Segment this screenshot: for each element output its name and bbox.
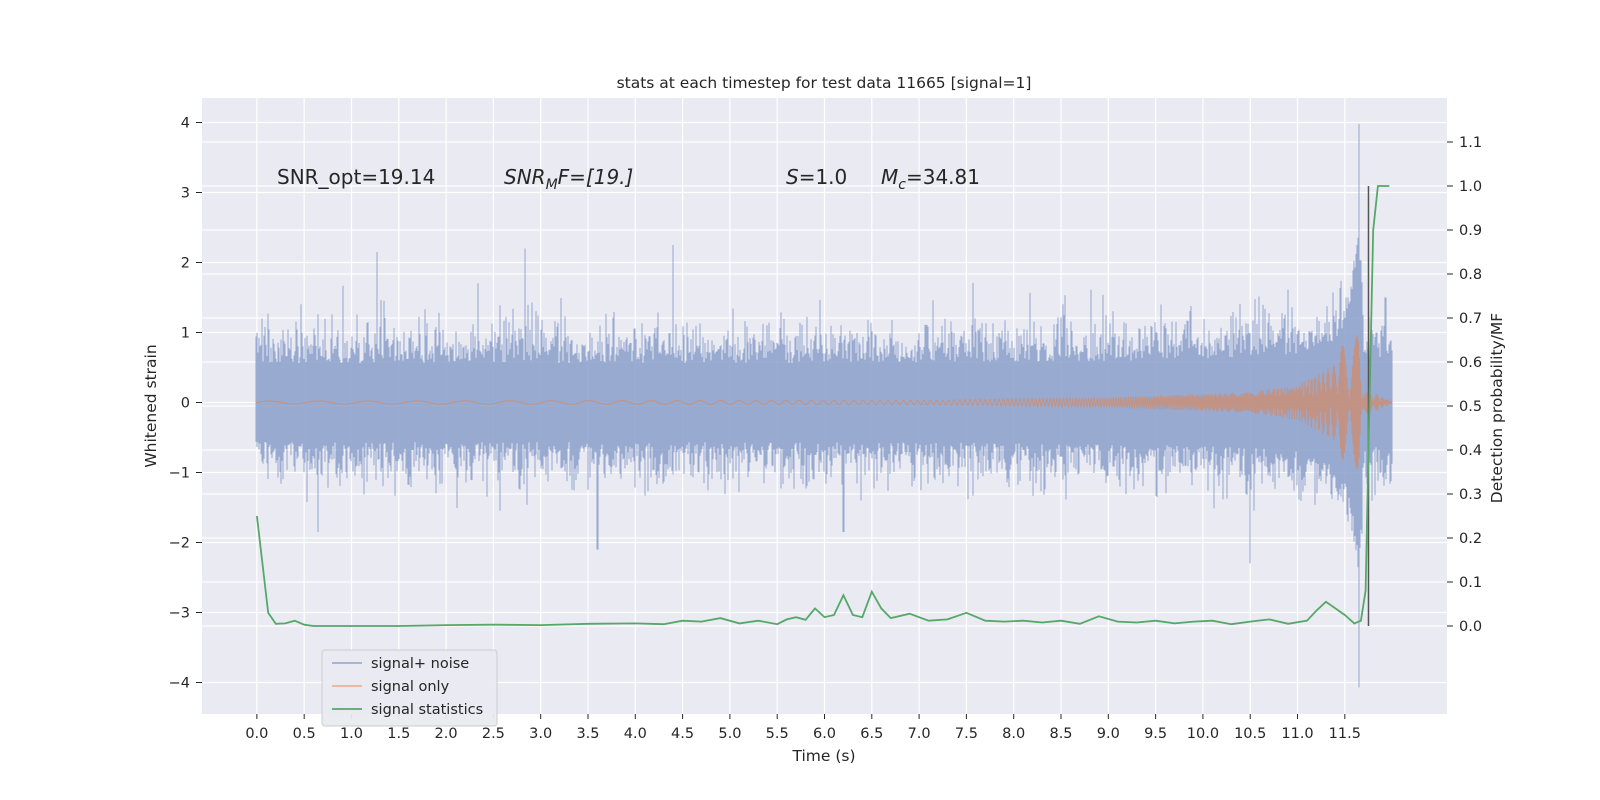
y-right-tick-label: 0.7	[1459, 311, 1482, 327]
y-right-tick-label: 0.4	[1459, 443, 1482, 459]
x-tick-label: 11.0	[1281, 726, 1313, 742]
x-tick-label: 3.5	[576, 726, 599, 742]
y-tick-label: −2	[169, 536, 190, 552]
x-tick-label: 6.0	[813, 726, 836, 742]
mc-rest: =34.81	[906, 165, 980, 189]
x-tick-label: 11.5	[1329, 726, 1361, 742]
s-var: S	[786, 165, 799, 189]
y-right-tick-label: 1.0	[1459, 179, 1482, 195]
y-axis-ticks: 4 3 2 1 0 −1 −2 −3 −4	[169, 116, 202, 692]
series-signal-statistics	[256, 185, 1390, 627]
x-tick-label: 0.5	[293, 726, 316, 742]
annotation-snr-mf: SNRMF=[19.]	[504, 165, 633, 193]
y-tick-label: 1	[181, 326, 190, 342]
y-right-tick-label: 0.6	[1459, 355, 1482, 371]
y-right-tick-label: 1.1	[1459, 135, 1482, 151]
y-right-tick-label: 0.3	[1459, 487, 1482, 503]
statistics-trace	[256, 185, 1390, 627]
x-tick-label: 9.5	[1144, 726, 1167, 742]
y-right-tick-label: 0.1	[1459, 575, 1482, 591]
x-tick-label: 3.0	[529, 726, 552, 742]
x-tick-label: 5.0	[718, 726, 741, 742]
x-axis-ticks: 0.0 0.5 1.0 1.5 2.0 2.5 3.0 3.5 4.0 4.5 5.0 5.5 6.0 6…	[245, 714, 1361, 742]
y-tick-label: 4	[181, 116, 190, 132]
x-tick-label: 4.5	[671, 726, 694, 742]
x-tick-label: 10.0	[1187, 726, 1219, 742]
chart-title: stats at each timestep for test data 116…	[617, 74, 1032, 92]
annotation-snr-opt: SNR_opt=19.14	[277, 165, 435, 189]
x-tick-label: 1.5	[387, 726, 410, 742]
y-axis-label: Whitened strain	[142, 344, 160, 467]
y-tick-label: −1	[169, 466, 190, 482]
snr-mf-base: SNR	[504, 165, 546, 189]
annotations: SNR_opt=19.14 SNRMF=[19.] S=1.0 Mc=34.81	[277, 165, 980, 193]
x-tick-label: 4.0	[624, 726, 647, 742]
legend-label-statistics: signal statistics	[371, 702, 483, 718]
y-right-tick-label: 0.5	[1459, 399, 1482, 415]
y-tick-label: 3	[181, 186, 190, 202]
x-tick-label: 10.5	[1234, 726, 1266, 742]
s-rest: =1.0	[799, 165, 848, 189]
legend: signal+ noise signal only signal statist…	[321, 649, 498, 727]
x-tick-label: 9.0	[1097, 726, 1120, 742]
mc-var: M	[881, 165, 898, 189]
x-tick-label: 8.0	[1002, 726, 1025, 742]
x-tick-label: 2.0	[435, 726, 458, 742]
mc-sub: c	[898, 177, 906, 193]
y-tick-label: −4	[169, 676, 190, 692]
x-tick-label: 2.5	[482, 726, 505, 742]
snr-mf-rest: F=[19.]	[558, 165, 634, 189]
x-tick-label: 5.5	[766, 726, 789, 742]
signal-trace	[255, 336, 1393, 469]
x-tick-label: 1.0	[340, 726, 363, 742]
y-right-tick-label: 0.8	[1459, 267, 1482, 283]
x-tick-label: 0.0	[245, 726, 268, 742]
y-right-tick-label: 0.2	[1459, 531, 1482, 547]
y-tick-label: 2	[181, 256, 190, 272]
annotation-mc: Mc=34.81	[881, 165, 980, 193]
y-tick-label: −3	[169, 606, 190, 622]
legend-label-noise: signal+ noise	[371, 656, 469, 672]
y-right-axis-label: Detection probability/MF	[1488, 313, 1506, 504]
snr-mf-sub: M	[546, 177, 558, 193]
annotation-s: S=1.0	[786, 165, 847, 189]
x-tick-label: 7.0	[908, 726, 931, 742]
x-tick-label: 7.5	[955, 726, 978, 742]
x-tick-label: 8.5	[1049, 726, 1072, 742]
x-tick-label: 6.5	[860, 726, 883, 742]
y-right-tick-label: 0.9	[1459, 223, 1482, 239]
y-right-axis-ticks: 1.1 1.0 0.9 0.8 0.7 0.6 0.5 0.4 0.3 0.2 0.1 0.0	[1447, 135, 1482, 635]
y-right-tick-label: 0.0	[1459, 619, 1482, 635]
legend-label-signal: signal only	[371, 679, 450, 695]
legend-box	[321, 649, 498, 727]
x-axis-label: Time (s)	[791, 747, 855, 765]
y-tick-label: 0	[181, 396, 190, 412]
series-signal-only	[255, 336, 1393, 469]
